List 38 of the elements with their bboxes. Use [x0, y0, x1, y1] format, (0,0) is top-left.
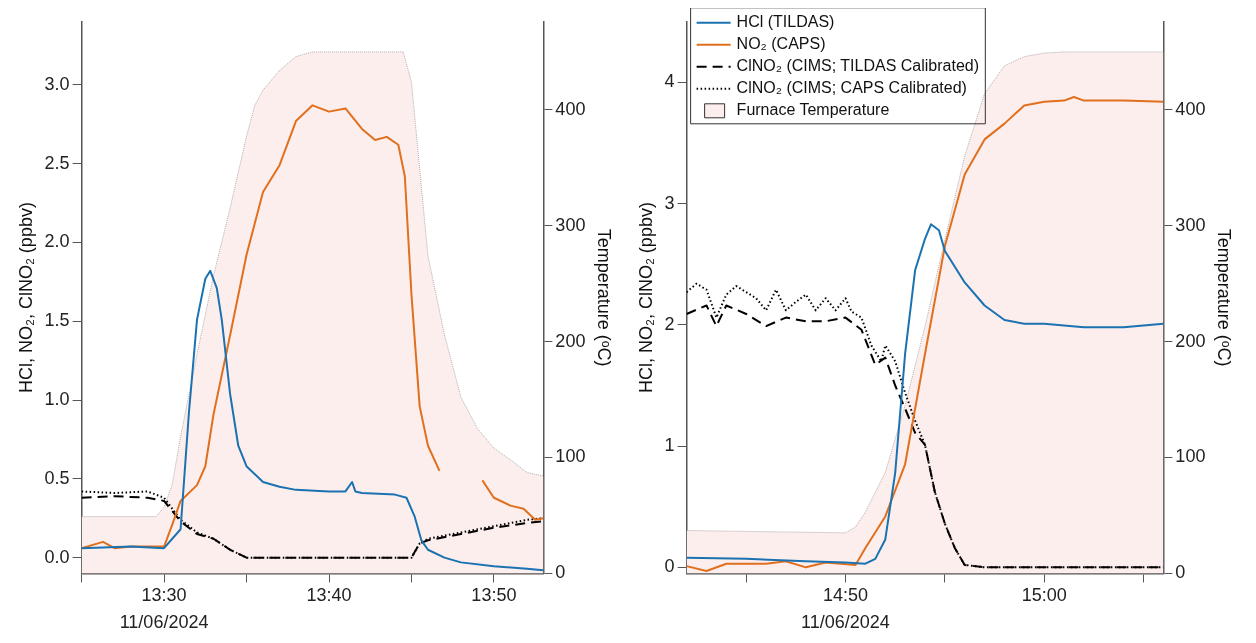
x-tick-label: 14:50	[822, 585, 869, 606]
y2-tick-label: 100	[1175, 446, 1206, 467]
y2-tick-label: 0	[555, 562, 566, 583]
y-tick-label: 2	[664, 313, 675, 334]
y2-tick-label: 100	[555, 446, 586, 467]
x-tick-label: 13:30	[141, 585, 187, 606]
y-tick-label: 1	[664, 435, 675, 456]
y2-tick-label: 200	[555, 330, 586, 351]
y-tick-label: 1.5	[44, 310, 70, 331]
legend-label: ClNO₂ (CIMS; TILDAS Calibrated)	[736, 57, 980, 75]
y2-axis-title: Temperature (ᵒC)	[1214, 228, 1235, 367]
y-tick-label: 0.5	[44, 467, 70, 488]
y-axis-title: HCl, NO₂, ClNO₂ (ppbv)	[15, 202, 36, 394]
x-axis-title: 11/06/2024	[801, 611, 890, 632]
y2-tick-label: 0	[1175, 562, 1186, 583]
x-tick-label: 13:50	[471, 585, 517, 606]
y2-axis-title: Temperature (ᵒC)	[594, 228, 615, 367]
y-tick-label: 0	[664, 556, 675, 577]
y-tick-label: 1.0	[44, 389, 70, 410]
y-tick-label: 3	[664, 192, 675, 213]
x-axis-title: 11/06/2024	[119, 611, 209, 632]
y-tick-label: 3.0	[44, 73, 70, 94]
y2-tick-label: 400	[1175, 98, 1206, 119]
x-tick-label: 13:40	[306, 585, 352, 606]
legend-label: HCl (TILDAS)	[736, 13, 835, 31]
y-tick-label: 2.5	[44, 152, 70, 173]
y2-tick-label: 200	[1175, 330, 1206, 351]
y-tick-label: 0.0	[44, 546, 70, 567]
y2-tick-label: 300	[555, 214, 586, 235]
legend-label: NO₂ (CAPS)	[736, 35, 826, 53]
legend-label: ClNO₂ (CIMS; CAPS Calibrated)	[736, 79, 967, 97]
x-tick-label: 15:00	[1021, 585, 1067, 606]
legend-label: Furnace Temperature	[736, 101, 890, 119]
y-axis-title: HCl, NO₂, ClNO₂ (ppbv)	[635, 202, 656, 394]
y-tick-label: 2.0	[44, 231, 70, 252]
y2-tick-label: 300	[1175, 214, 1206, 235]
y2-tick-label: 400	[555, 98, 586, 119]
y-tick-label: 4	[664, 71, 675, 92]
